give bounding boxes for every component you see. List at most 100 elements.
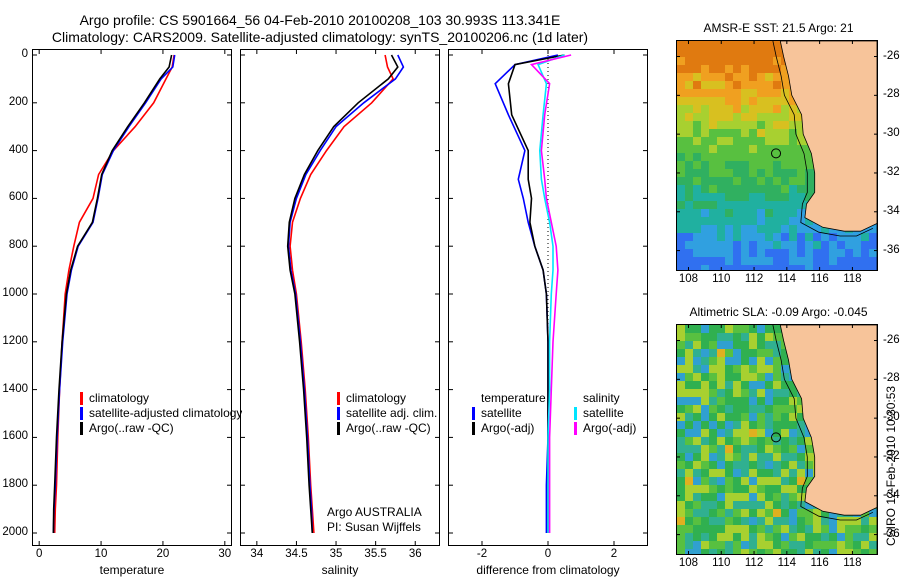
map-cell — [733, 373, 742, 382]
map-cell — [749, 209, 758, 218]
legend-swatch-black — [80, 422, 83, 435]
map-cell — [861, 265, 870, 270]
map-cell — [773, 169, 782, 178]
map-cell — [685, 105, 694, 114]
map-cell — [829, 517, 838, 526]
map-cell — [709, 137, 718, 146]
map-cell — [797, 413, 806, 422]
map-cell — [765, 437, 774, 446]
map-cell — [765, 137, 774, 146]
map-cell — [677, 161, 686, 170]
map-cell — [677, 49, 686, 58]
map-cell — [701, 73, 710, 82]
map-cell — [685, 533, 694, 542]
map-cell — [741, 41, 750, 50]
map-cell — [805, 445, 814, 454]
map-cell — [725, 193, 734, 202]
map-cell — [773, 49, 782, 58]
map-cell — [749, 389, 758, 398]
map-cell — [773, 209, 782, 218]
shelf-contour — [772, 325, 874, 521]
map-cell — [837, 265, 846, 270]
map-cell — [717, 41, 726, 50]
map-cell — [709, 209, 718, 218]
map-cell — [765, 257, 774, 266]
map-cell — [741, 249, 750, 258]
map-x-tick-label: 110 — [712, 557, 731, 569]
map-cell — [709, 469, 718, 478]
map-cell — [749, 121, 758, 130]
map-cell — [853, 257, 862, 266]
map-cell — [693, 121, 702, 130]
map-cell — [685, 249, 694, 258]
map-cell — [781, 105, 790, 114]
map-cell — [677, 413, 686, 422]
map-cell — [685, 81, 694, 90]
map-cell — [677, 421, 686, 430]
map-cell — [725, 549, 734, 554]
map-cell — [709, 349, 718, 358]
series-line-satellite-adjusted-climatology — [52, 54, 176, 534]
map-cell — [869, 233, 877, 242]
map-cell — [725, 469, 734, 478]
map-cell — [709, 429, 718, 438]
map-cell — [781, 365, 790, 374]
map-x-tick-label: 112 — [744, 557, 764, 569]
map-cell — [765, 65, 774, 74]
map-cell — [741, 49, 750, 58]
series-line-argo-raw-qc- — [52, 54, 173, 534]
map-cell — [685, 365, 694, 374]
map-cell — [797, 549, 806, 554]
map-cell — [685, 217, 694, 226]
map-cell — [709, 413, 718, 422]
map-cell — [765, 469, 774, 478]
map-cell — [749, 41, 758, 50]
map-cell — [773, 517, 782, 526]
map-cell — [717, 541, 726, 550]
map-cell — [725, 137, 734, 146]
map-cell — [765, 477, 774, 486]
map-cell — [717, 233, 726, 242]
map-cell — [685, 201, 694, 210]
map-cell — [701, 373, 710, 382]
map-cell — [757, 65, 766, 74]
map-cell — [757, 249, 766, 258]
map-cell — [693, 225, 702, 234]
map-cell — [789, 389, 798, 398]
map-cell — [781, 121, 790, 130]
map-cell — [677, 405, 686, 414]
map-cell — [757, 81, 766, 90]
map-cell — [797, 421, 806, 430]
map-cell — [741, 517, 750, 526]
map-cell — [789, 493, 798, 502]
shelf-contour — [772, 41, 874, 237]
map-cell — [717, 485, 726, 494]
map-cell — [765, 265, 774, 270]
map-cell — [861, 517, 870, 526]
map-cell — [765, 161, 774, 170]
map-cell — [773, 161, 782, 170]
map-cell — [733, 533, 742, 542]
map-cell — [677, 541, 686, 550]
map-cell — [693, 137, 702, 146]
map-cell — [741, 357, 750, 366]
map-cell — [733, 333, 742, 342]
map-cell — [781, 209, 790, 218]
map-cell — [797, 485, 806, 494]
map-cell — [717, 145, 726, 154]
map-cell — [725, 217, 734, 226]
map-cell — [781, 193, 790, 202]
map-cell — [749, 233, 758, 242]
map-cell — [757, 445, 766, 454]
map-cell — [749, 217, 758, 226]
map-cell — [805, 461, 814, 470]
map-cell — [741, 541, 750, 550]
map-cell — [821, 517, 830, 526]
map-cell — [741, 437, 750, 446]
map-cell — [725, 257, 734, 266]
map-cell — [733, 413, 742, 422]
map-cell — [749, 493, 758, 502]
legend-swatch-black — [337, 422, 340, 435]
map-cell — [805, 225, 814, 234]
map-cell — [797, 121, 806, 130]
